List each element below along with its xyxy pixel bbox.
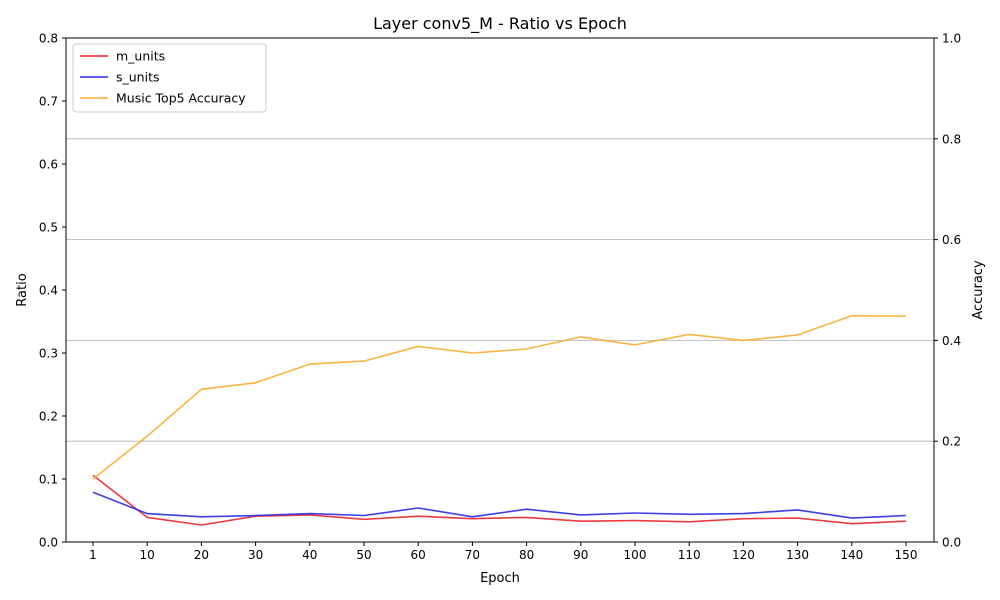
x-tick-label: 110 bbox=[678, 548, 701, 562]
y-left-tick-label: 0.5 bbox=[39, 221, 58, 235]
axes-layer: 1 10 20 30 40 50 60 70 80 90 100 110 120 130 140 1500.0… bbox=[39, 32, 961, 563]
grid-layer bbox=[66, 138, 934, 442]
legend-frame bbox=[72, 43, 267, 113]
y-left-tick-label: 0.3 bbox=[39, 347, 58, 361]
x-tick-label: 60 bbox=[411, 548, 426, 562]
y-left-tick-label: 0.7 bbox=[39, 95, 58, 109]
x-axis-label: Epoch bbox=[480, 571, 520, 586]
y-left-tick-label: 0.0 bbox=[39, 536, 58, 550]
y-left-tick-label: 0.1 bbox=[39, 473, 58, 487]
legend-label: m_units bbox=[116, 49, 165, 64]
y-right-tick-label: 1.0 bbox=[942, 32, 961, 46]
chart-title: Layer conv5_M - Ratio vs Epoch bbox=[373, 14, 627, 34]
y-left-tick-label: 0.6 bbox=[39, 158, 58, 172]
y-left-tick-label: 0.8 bbox=[39, 32, 58, 46]
x-tick-label: 90 bbox=[573, 548, 588, 562]
y-axis-left-label: Ratio bbox=[15, 273, 30, 306]
series-line-music-top5-accuracy bbox=[92, 314, 907, 480]
legend-label: s_units bbox=[116, 70, 160, 85]
x-tick-label: 100 bbox=[624, 548, 647, 562]
series-line-m-units bbox=[92, 474, 907, 526]
y-left-tick-label: 0.4 bbox=[39, 284, 58, 298]
x-tick-label: 120 bbox=[732, 548, 755, 562]
legend: m_units s_units Music Top5 Accuracy bbox=[72, 43, 267, 113]
series-line-s-units bbox=[92, 491, 907, 519]
x-tick-label: 30 bbox=[248, 548, 263, 562]
y-right-tick-label: 0.6 bbox=[942, 233, 961, 247]
legend-label: Music Top5 Accuracy bbox=[116, 91, 246, 106]
x-tick-label: 50 bbox=[356, 548, 371, 562]
series-layer bbox=[92, 314, 907, 526]
x-tick-label: 130 bbox=[786, 548, 809, 562]
x-tick-label: 150 bbox=[895, 548, 918, 562]
x-tick-label: 10 bbox=[140, 548, 155, 562]
y-right-tick-label: 0.8 bbox=[942, 132, 961, 146]
y-right-tick-label: 0.2 bbox=[942, 435, 961, 449]
y-axis-right-label: Accuracy bbox=[971, 260, 986, 320]
y-right-tick-label: 0.4 bbox=[942, 334, 961, 348]
x-tick-label: 20 bbox=[194, 548, 209, 562]
y-left-tick-label: 0.2 bbox=[39, 410, 58, 424]
x-tick-label: 40 bbox=[302, 548, 317, 562]
x-tick-label: 140 bbox=[840, 548, 863, 562]
x-tick-label: 70 bbox=[465, 548, 480, 562]
x-tick-label: 80 bbox=[519, 548, 534, 562]
x-tick-label: 1 bbox=[89, 548, 97, 562]
y-right-tick-label: 0.0 bbox=[942, 536, 961, 550]
